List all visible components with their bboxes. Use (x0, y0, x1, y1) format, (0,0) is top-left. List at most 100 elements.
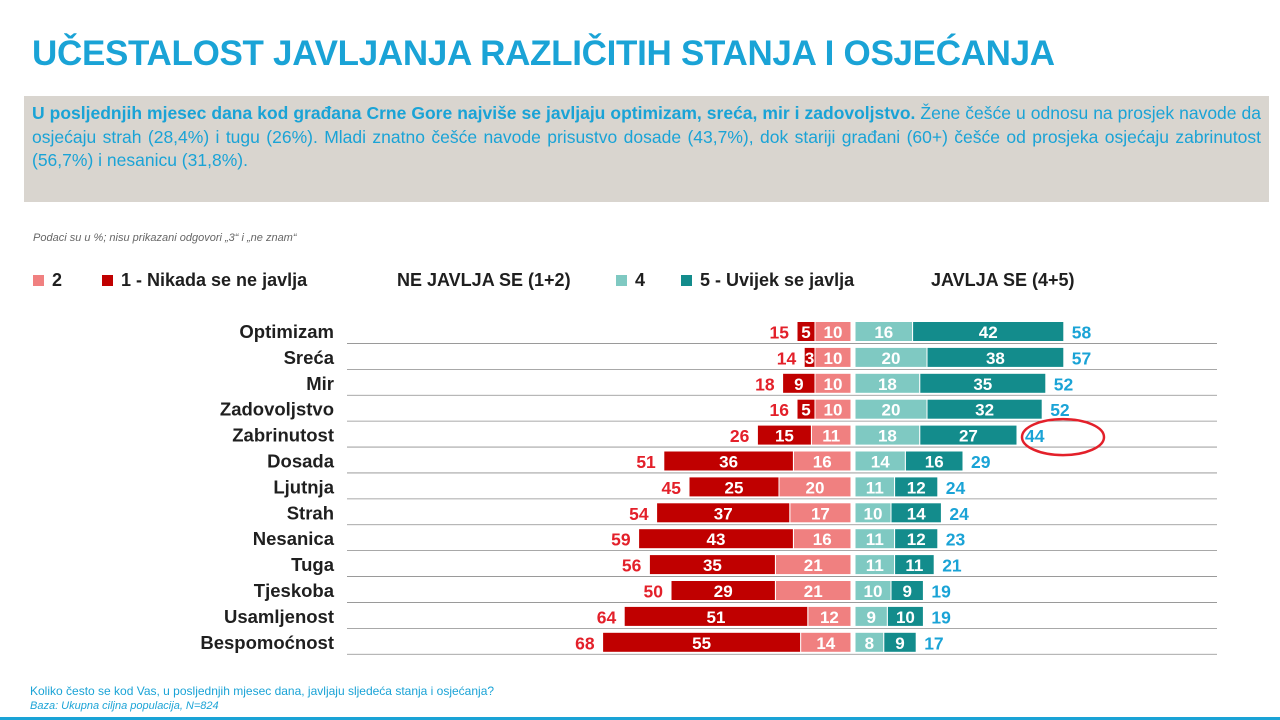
da-total-label: 58 (1072, 323, 1092, 343)
bar-label-4: 8 (865, 634, 874, 653)
bar-label-5: 35 (973, 375, 992, 394)
legend-da-total: JAVLJA SE (4+5) (931, 268, 1075, 292)
bar-label-5: 10 (896, 608, 915, 627)
category-label: Strah (287, 502, 334, 523)
bar-label-5: 9 (902, 582, 911, 601)
bar-label-5: 16 (925, 453, 944, 472)
da-total-label: 52 (1054, 374, 1074, 394)
bar-segment-5 (894, 476, 939, 498)
ne-total-label: 64 (597, 607, 617, 627)
bar-label-2: 10 (824, 349, 843, 368)
bar-label-1: 3 (805, 349, 814, 368)
summary-rest: Žene češće u odnosu na prosjek navode da… (32, 103, 1261, 170)
bar-label-5: 42 (979, 323, 998, 342)
bar-label-1: 5 (801, 323, 810, 342)
legend-item-1: 1 - Nikada se ne javlja (102, 268, 307, 292)
category-label: Zabrinutost (232, 425, 334, 446)
bar-segment-1 (648, 554, 776, 576)
bar-segment-5 (904, 450, 964, 472)
da-total-label: 29 (971, 452, 991, 472)
bar-label-2: 16 (813, 530, 832, 549)
bar-label-5: 12 (907, 530, 926, 549)
bar-label-4: 11 (866, 556, 884, 575)
bar-label-1: 29 (714, 582, 733, 601)
bar-label-5: 9 (895, 634, 904, 653)
bar-label-1: 55 (692, 634, 711, 653)
bar-label-1: 36 (719, 453, 738, 472)
category-label: Optimizam (239, 321, 334, 342)
category-label: Mir (306, 373, 334, 394)
ne-total-label: 15 (770, 323, 790, 343)
legend-label-4: 4 (635, 269, 646, 290)
da-total-label: 21 (942, 556, 962, 576)
data-note: Podaci su u %; nisu prikazani odgovori „… (33, 232, 297, 244)
bar-label-5: 38 (986, 349, 1005, 368)
bar-label-2: 11 (822, 427, 840, 446)
ne-total-label: 26 (730, 426, 750, 446)
da-total-label: 24 (949, 504, 969, 524)
bar-label-4: 18 (878, 375, 897, 394)
summary-bold: U posljednjih mjesec dana kod građana Cr… (32, 103, 916, 123)
bar-label-4: 20 (882, 401, 901, 420)
bar-segment-1 (663, 450, 794, 472)
bar-label-2: 10 (824, 375, 843, 394)
bar-label-4: 16 (874, 323, 893, 342)
legend-item-4: 4 (616, 268, 645, 292)
bar-segment-5 (883, 631, 917, 653)
da-total-label: 23 (946, 530, 966, 550)
bar-label-2: 21 (804, 582, 823, 601)
bar-label-4: 11 (866, 478, 884, 497)
bar-label-4: 18 (878, 427, 897, 446)
bar-label-1: 37 (714, 504, 733, 523)
bar-segment-5 (926, 398, 1043, 420)
bar-label-2: 10 (824, 323, 843, 342)
legend-ne-total: NE JAVLJA SE (1+2) (397, 268, 571, 292)
bar-label-1: 43 (707, 530, 726, 549)
footer-question: Koliko često se kod Vas, u posljednjih m… (30, 684, 495, 698)
bar-label-5: 11 (905, 556, 923, 575)
legend-swatch-4 (616, 274, 627, 286)
bar-label-2: 10 (824, 401, 843, 420)
ne-total-label: 51 (636, 452, 656, 472)
bar-segment-1 (803, 346, 816, 368)
summary-text: U posljednjih mjesec dana kod građana Cr… (32, 102, 1261, 173)
bar-label-2: 21 (804, 556, 823, 575)
bar-label-4: 10 (864, 504, 883, 523)
legend-label-1: 1 - Nikada se ne javlja (121, 269, 308, 290)
legend-label-5: 5 - Uvijek se javlja (700, 269, 855, 290)
da-total-label: 52 (1050, 400, 1070, 420)
category-label: Dosada (267, 451, 335, 472)
category-label: Tuga (291, 554, 335, 575)
bar-label-5: 32 (975, 401, 994, 420)
bar-label-1: 25 (725, 478, 744, 497)
da-total-label: 19 (931, 582, 951, 602)
bar-segment-1 (688, 476, 780, 498)
ne-total-label: 56 (622, 556, 642, 576)
bar-label-4: 9 (866, 608, 875, 627)
ne-total-label: 16 (770, 400, 790, 420)
category-label: Usamljenost (224, 606, 334, 627)
ne-total-label: 50 (644, 582, 664, 602)
ne-total-label: 54 (629, 504, 649, 524)
bar-segment-5 (926, 346, 1065, 368)
bar-segment-1 (782, 372, 816, 394)
category-label: Ljutnja (273, 476, 334, 497)
bar-label-1: 35 (703, 556, 722, 575)
bar-segment-5 (890, 502, 942, 524)
da-total-label: 44 (1025, 426, 1045, 446)
bar-segment-1 (602, 631, 802, 653)
bar-segment-5 (912, 321, 1065, 342)
bar-label-2: 14 (816, 634, 835, 653)
bar-label-2: 12 (820, 608, 839, 627)
bar-label-2: 17 (811, 504, 830, 523)
legend-label-ne-total: NE JAVLJA SE (1+2) (397, 269, 571, 290)
bar-label-4: 20 (882, 349, 901, 368)
bar-label-5: 27 (959, 427, 978, 446)
bar-label-1: 51 (707, 608, 726, 627)
legend-label-2: 2 (52, 269, 63, 290)
ne-total-label: 45 (662, 478, 682, 498)
bottom-accent-line (0, 717, 1280, 720)
bar-segment-1 (638, 528, 794, 550)
bar-segment-1 (796, 398, 816, 420)
